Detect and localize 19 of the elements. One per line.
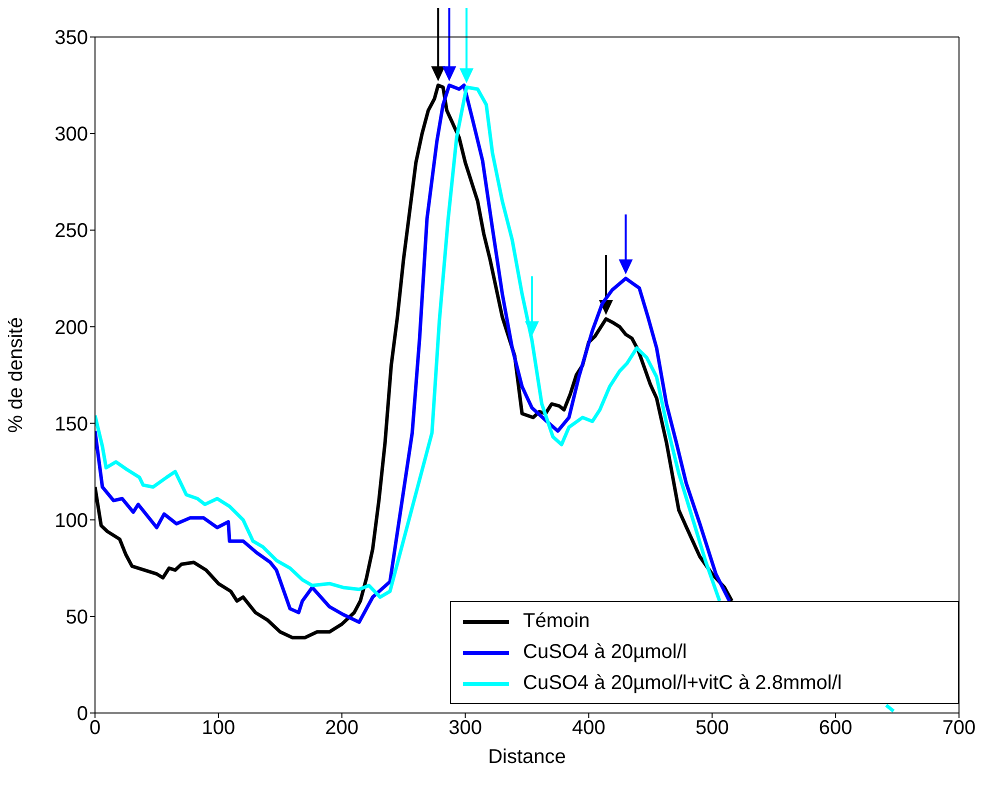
x-tick-label: 200 [325, 717, 359, 740]
x-tick-label: 100 [202, 717, 236, 740]
legend-label: Témoin [523, 610, 590, 633]
y-tick-label: 100 [54, 510, 88, 532]
y-tick-label: 200 [54, 316, 88, 339]
y-tick-label: 250 [54, 220, 88, 242]
x-tick-label: 400 [572, 717, 606, 740]
y-tick-label: 0 [76, 703, 88, 726]
x-tick-label: 500 [695, 717, 729, 740]
x-axis-title: Distance [488, 746, 566, 768]
y-tick-label: 50 [66, 606, 88, 629]
legend-label: CuSO4 à 20µmol/l+vitC à 2.8mmol/l [523, 672, 842, 695]
y-tick-label: 150 [54, 413, 88, 436]
y-tick-label: 350 [54, 27, 88, 50]
x-tick-label: 300 [448, 717, 482, 740]
legend-label: CuSO4 à 20µmol/l [523, 641, 687, 664]
x-tick-label: 700 [942, 717, 976, 740]
x-tick-label: 600 [818, 717, 852, 740]
y-tick-label: 300 [54, 124, 88, 146]
